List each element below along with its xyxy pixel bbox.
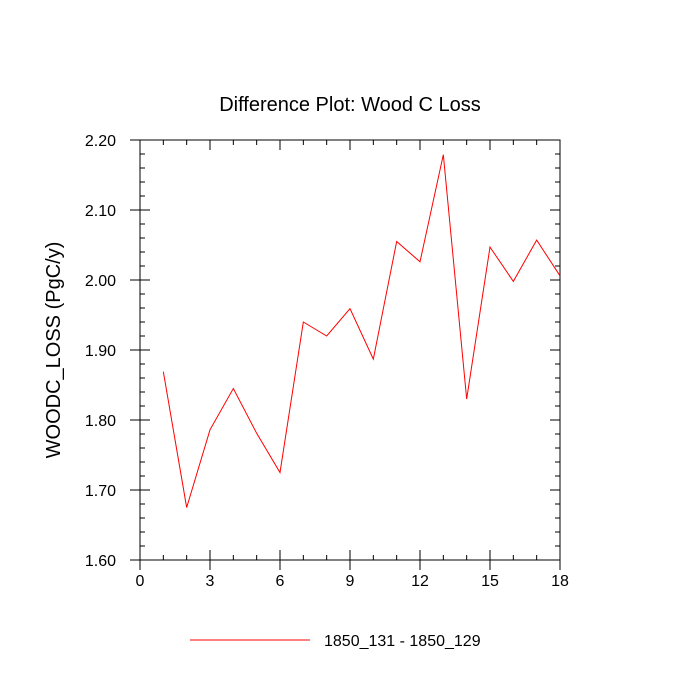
legend-label: 1850_131 - 1850_129 xyxy=(324,633,481,650)
y-tick-label: 2.00 xyxy=(85,273,116,290)
y-tick-label: 1.80 xyxy=(85,413,116,430)
x-tick-label: 12 xyxy=(411,573,429,590)
y-tick-label: 2.10 xyxy=(85,203,116,220)
y-axis-label: WOODC_LOSS (PgC/y) xyxy=(43,242,65,459)
axis-ticks: 0 3 6 9 12 15 18 1.60 1.70 1.80 1.90 2.00 2.10 2.20 xyxy=(85,133,569,590)
y-tick-label: 1.90 xyxy=(85,343,116,360)
x-tick-label: 0 xyxy=(136,573,145,590)
x-tick-label: 18 xyxy=(551,573,569,590)
x-tick-label: 6 xyxy=(276,573,285,590)
legend: 1850_131 - 1850_129 xyxy=(190,633,481,650)
y-tick-label: 1.70 xyxy=(85,483,116,500)
plot-frame xyxy=(139,139,561,561)
x-tick-label: 3 xyxy=(206,573,215,590)
y-tick-label: 2.20 xyxy=(85,133,116,150)
series-line xyxy=(162,154,561,508)
x-tick-label: 9 xyxy=(346,573,355,590)
chart-title: Difference Plot: Wood C Loss xyxy=(219,94,481,116)
y-tick-label: 1.60 xyxy=(85,553,116,570)
x-tick-label: 15 xyxy=(481,573,499,590)
series-group xyxy=(162,154,561,508)
